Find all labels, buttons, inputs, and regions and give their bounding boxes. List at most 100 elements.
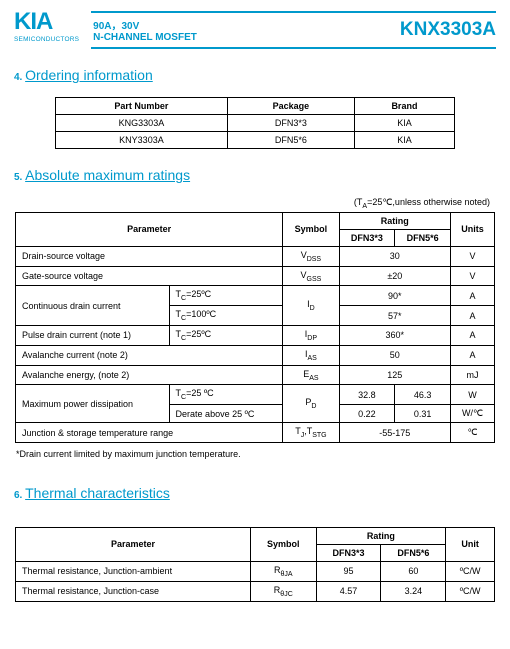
cell: ºC/W [446,561,495,581]
col-header: Rating [339,212,450,229]
col-header: Unit [446,527,495,561]
table-row: Avalanche energy, (note 2) EAS 125 mJ [16,365,495,385]
cell: 4.57 [316,581,381,601]
section-5-num: 5. [14,172,22,183]
cell: Drain-source voltage [16,246,283,266]
cell: KIA [354,132,454,149]
cell: W [451,385,495,405]
cell: 50 [339,345,450,365]
logo: KIA [14,10,79,34]
cell: TC=25 ºC [169,385,283,405]
cell: 125 [339,365,450,385]
col-header: Units [451,212,495,246]
logo-subtitle: SEMICONDUCTORS [14,36,79,43]
cell: 0.31 [395,405,451,423]
table-row: KNG3303A DFN3*3 KIA [56,115,455,132]
cell: ±20 [339,266,450,286]
cell: 32.8 [339,385,395,405]
cell: TC=100ºC [169,306,283,326]
cell: ℃ [451,423,495,443]
section-6-title: Thermal characteristics [25,485,170,501]
cell: 3.24 [381,581,446,601]
col-header: DFN3*3 [316,544,381,561]
cell: 57* [339,306,450,326]
cell: IDP [283,325,339,345]
table-row: Continuous drain current TC=25ºC ID 90* … [16,286,495,306]
table-row: Drain-source voltage VDSS 30 V [16,246,495,266]
conditions-note: (TA=25℃,unless otherwise noted) [14,197,490,210]
table-row: Avalanche current (note 2) IAS 50 A [16,345,495,365]
header: KIA SEMICONDUCTORS 90A，30V N-CHANNEL MOS… [14,10,496,49]
cell: A [451,286,495,306]
drain-current-note: *Drain current limited by maximum juncti… [16,449,494,459]
cell: A [451,325,495,345]
section-6-heading: 6. Thermal characteristics [14,485,496,501]
col-header: DFN5*6 [395,229,451,246]
cell: KIA [354,115,454,132]
logo-block: KIA SEMICONDUCTORS [14,10,79,43]
cell: Derate above 25 ºC [169,405,283,423]
table-row: Pulse drain current (note 1) TC=25ºC IDP… [16,325,495,345]
cell: W/℃ [451,405,495,423]
col-header: Parameter [16,212,283,246]
table-row: Parameter Symbol Rating Unit [16,527,495,544]
col-header: Package [227,98,354,115]
cell: KNG3303A [56,115,228,132]
col-header: DFN3*3 [339,229,395,246]
cell: 60 [381,561,446,581]
cell: TC=25ºC [169,286,283,306]
cell: Thermal resistance, Junction-case [16,581,251,601]
cell: A [451,306,495,326]
col-header: Symbol [250,527,316,561]
section-5-heading: 5. Absolute maximum ratings [14,167,496,183]
section-6-num: 6. [14,490,22,501]
col-header: DFN5*6 [381,544,446,561]
cell: V [451,266,495,286]
cell: Thermal resistance, Junction-ambient [16,561,251,581]
cell: A [451,345,495,365]
cell: 30 [339,246,450,266]
cell: ºC/W [446,581,495,601]
cell: V [451,246,495,266]
cell: KNY3303A [56,132,228,149]
section-4-num: 4. [14,72,22,83]
section-4-heading: 4. Ordering information [14,67,496,83]
header-middle: 90A，30V N-CHANNEL MOSFET KNX3303A [91,10,496,49]
header-rule: 90A，30V N-CHANNEL MOSFET KNX3303A [91,11,496,49]
cell: PD [283,385,339,423]
table-row: Parameter Symbol Rating Units [16,212,495,229]
cell: VGSS [283,266,339,286]
table-row: Junction & storage temperature range TJ,… [16,423,495,443]
cell: Avalanche energy, (note 2) [16,365,283,385]
cell: VDSS [283,246,339,266]
cell: Continuous drain current [16,286,170,326]
thermal-table: Parameter Symbol Rating Unit DFN3*3 DFN5… [15,527,495,602]
ordering-table: Part Number Package Brand KNG3303A DFN3*… [55,97,455,149]
section-4-title: Ordering information [25,67,153,83]
col-header: Brand [354,98,454,115]
cell: TC=25ºC [169,325,283,345]
table-row: Part Number Package Brand [56,98,455,115]
table-row: Thermal resistance, Junction-case RθJC 4… [16,581,495,601]
part-number: KNX3303A [400,19,496,41]
cell: 360* [339,325,450,345]
cell: Avalanche current (note 2) [16,345,283,365]
cell: TJ,TSTG [283,423,339,443]
cell: Junction & storage temperature range [16,423,283,443]
section-5-title: Absolute maximum ratings [25,167,190,183]
cell: EAS [283,365,339,385]
cell: DFN5*6 [227,132,354,149]
cell: 46.3 [395,385,451,405]
col-header: Part Number [56,98,228,115]
cell: RθJC [250,581,316,601]
cell: -55-175 [339,423,450,443]
cell: ID [283,286,339,326]
table-row: KNY3303A DFN5*6 KIA [56,132,455,149]
col-header: Symbol [283,212,339,246]
cell: Gate-source voltage [16,266,283,286]
cell: 0.22 [339,405,395,423]
cell: DFN3*3 [227,115,354,132]
cell: Pulse drain current (note 1) [16,325,170,345]
ratings-table: Parameter Symbol Rating Units DFN3*3 DFN… [15,212,495,443]
cell: 95 [316,561,381,581]
